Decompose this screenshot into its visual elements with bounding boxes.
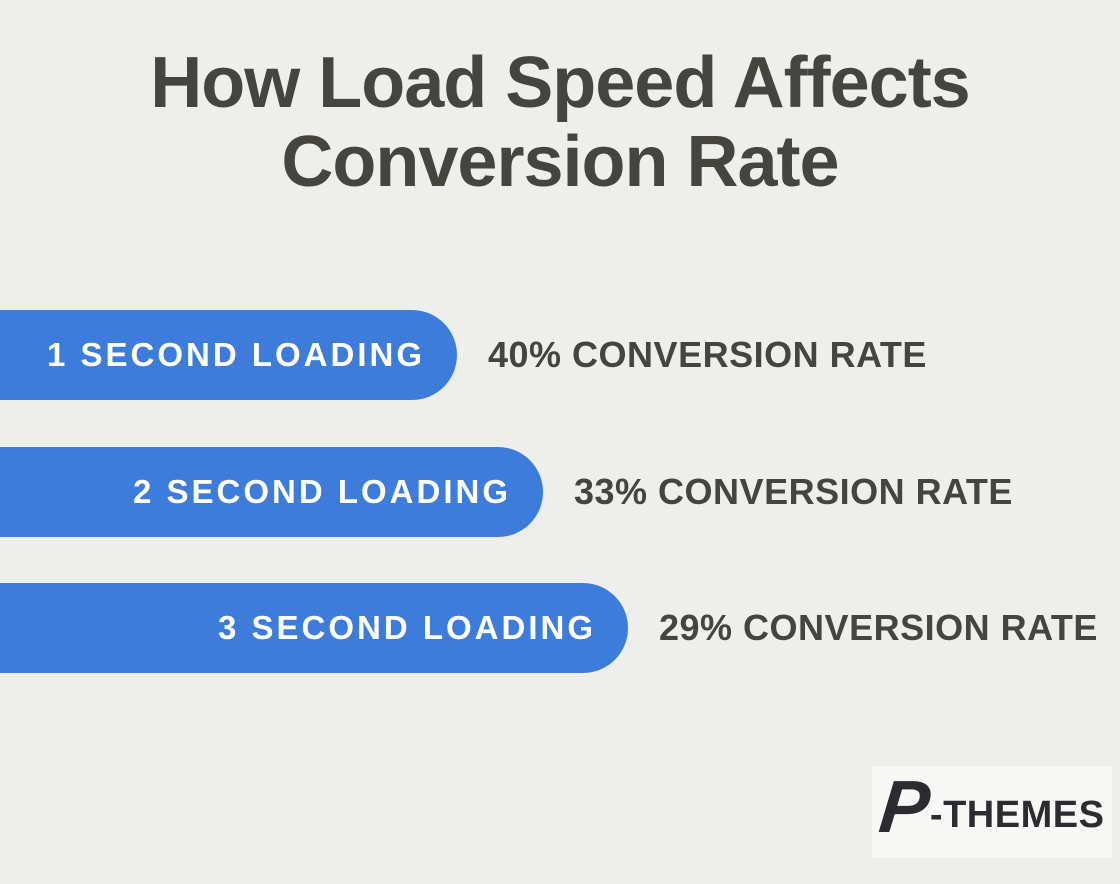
- rate-label-40pct: 40% CONVERSION RATE: [488, 334, 927, 375]
- bar-2-label: 2 SECOND LOADING: [132, 473, 511, 510]
- bar-1-second: 1 SECOND LOADING: [0, 310, 457, 400]
- bar-3-second: 3 SECOND LOADING: [0, 583, 628, 673]
- p-themes-logo-mark: P: [875, 765, 934, 848]
- bar-row-1-second: 1 SECOND LOADING 40% CONVERSION RATE: [0, 310, 1120, 400]
- page-title-line-1: How Load Speed Affects: [150, 43, 970, 123]
- p-themes-logo-text: -THEMES: [929, 793, 1105, 836]
- bar-2-second: 2 SECOND LOADING: [0, 447, 543, 537]
- bar-3-label: 3 SECOND LOADING: [217, 609, 596, 646]
- bar-row-3-second: 3 SECOND LOADING 29% CONVERSION RATE: [0, 583, 1120, 673]
- rate-label-33pct: 33% CONVERSION RATE: [574, 471, 1013, 512]
- page-title: How Load Speed Affects Conversion Rate: [0, 43, 1120, 203]
- p-themes-logo: P -THEMES: [872, 765, 1112, 858]
- bar-1-label: 1 SECOND LOADING: [46, 336, 425, 373]
- bar-row-2-second: 2 SECOND LOADING 33% CONVERSION RATE: [0, 447, 1120, 537]
- rate-label-29pct: 29% CONVERSION RATE: [659, 607, 1098, 648]
- page-title-line-2: Conversion Rate: [281, 122, 839, 203]
